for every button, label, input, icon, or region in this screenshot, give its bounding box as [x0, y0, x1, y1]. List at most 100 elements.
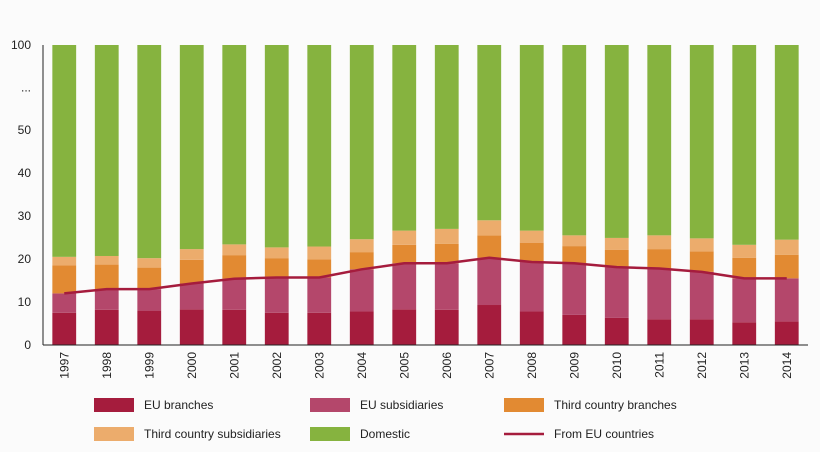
- bar-third-country-subsidiaries-1998: [94, 255, 119, 265]
- bar-domestic-2001: [222, 45, 247, 245]
- bar-eu-subsidiaries-2013: [732, 278, 757, 323]
- legend-swatch-third-country-branches: [504, 398, 544, 412]
- y-tick-label: 10: [18, 295, 32, 309]
- bar-domestic-2005: [392, 45, 417, 231]
- bar-domestic-2002: [264, 45, 289, 248]
- bar-eu-subsidiaries-2000: [179, 283, 204, 310]
- bar-eu-subsidiaries-2010: [604, 267, 629, 318]
- legend: EU branches EU subsidiaries Third country …: [94, 398, 677, 441]
- bar-eu-branches-2012: [689, 319, 714, 345]
- bar-eu-subsidiaries-2007: [477, 257, 502, 306]
- bar-third-country-subsidiaries-2007: [477, 220, 502, 236]
- bar-third-country-subsidiaries-1997: [52, 256, 77, 266]
- bar-domestic-2008: [519, 45, 544, 231]
- bar-eu-branches-1999: [137, 310, 162, 345]
- bar-eu-branches-2008: [519, 311, 544, 345]
- legend-swatch-third-country-subsidiaries: [94, 427, 134, 441]
- bar-third-country-branches-2010: [604, 249, 629, 268]
- x-tick-label: 2007: [482, 352, 496, 379]
- bar-third-country-subsidiaries-1999: [137, 258, 162, 268]
- bar-third-country-subsidiaries-2014: [774, 239, 799, 255]
- x-tick-label: 2009: [567, 352, 581, 379]
- bar-third-country-subsidiaries-2010: [604, 237, 629, 250]
- bar-domestic-2011: [647, 45, 672, 236]
- bar-third-country-branches-2009: [562, 246, 587, 264]
- x-tick-label: 1998: [100, 352, 114, 379]
- x-tick-label: 1999: [142, 352, 156, 379]
- bar-third-country-branches-2004: [349, 252, 374, 270]
- bar-domestic-2004: [349, 45, 374, 240]
- y-tick-label: 30: [18, 209, 32, 223]
- bar-eu-branches-2002: [264, 312, 289, 345]
- bar-eu-subsidiaries-2012: [689, 271, 714, 320]
- bar-domestic-2006: [434, 45, 459, 229]
- bar-third-country-subsidiaries-2013: [732, 244, 757, 258]
- bar-third-country-subsidiaries-2000: [179, 249, 204, 260]
- bar-eu-branches-2004: [349, 311, 374, 345]
- bar-domestic-1999: [137, 45, 162, 259]
- bar-eu-branches-2010: [604, 317, 629, 345]
- bar-eu-branches-2003: [307, 312, 332, 345]
- bar-domestic-2007: [477, 45, 502, 221]
- bar-third-country-branches-2012: [689, 251, 714, 272]
- bar-third-country-branches-2013: [732, 257, 757, 279]
- x-tick-label: 2014: [780, 352, 794, 379]
- bar-eu-subsidiaries-2002: [264, 277, 289, 313]
- bar-eu-subsidiaries-2001: [222, 278, 247, 310]
- bar-third-country-branches-2014: [774, 254, 799, 279]
- y-tick-label: 20: [18, 252, 32, 266]
- bar-eu-subsidiaries-2008: [519, 262, 544, 312]
- bar-eu-subsidiaries-1999: [137, 289, 162, 311]
- bar-eu-subsidiaries-2004: [349, 269, 374, 312]
- x-tick-label: 2001: [227, 352, 241, 379]
- bar-eu-branches-2007: [477, 305, 502, 345]
- y-tick-label: 0: [24, 338, 31, 352]
- legend-label-eu-branches: EU branches: [144, 398, 213, 412]
- bar-eu-subsidiaries-2014: [774, 278, 799, 322]
- x-tick-label: 2012: [695, 352, 709, 379]
- bar-eu-branches-1997: [52, 312, 77, 345]
- bar-domestic-2003: [307, 45, 332, 247]
- bar-third-country-subsidiaries-2011: [647, 235, 672, 250]
- x-tick-label: 2011: [652, 352, 666, 378]
- bar-third-country-branches-1997: [52, 265, 77, 294]
- bar-eu-subsidiaries-2005: [392, 263, 417, 310]
- bar-third-country-branches-1999: [137, 267, 162, 290]
- bar-eu-branches-2006: [434, 309, 459, 345]
- bar-third-country-subsidiaries-2008: [519, 230, 544, 243]
- x-tick-label: 2004: [355, 352, 369, 379]
- bar-eu-branches-2011: [647, 319, 672, 345]
- x-tick-label: 2000: [185, 352, 199, 379]
- bar-eu-subsidiaries-2003: [307, 277, 332, 313]
- bar-third-country-subsidiaries-2012: [689, 238, 714, 252]
- bar-domestic-2009: [562, 45, 587, 236]
- bar-third-country-branches-2008: [519, 242, 544, 263]
- line-from-eu-countries: [64, 256, 787, 295]
- bar-third-country-branches-2001: [222, 255, 247, 279]
- bar-domestic-2014: [774, 45, 799, 240]
- bar-third-country-subsidiaries-2006: [434, 228, 459, 244]
- y-tick-label: 100: [11, 38, 31, 52]
- legend-label-third-country-branches: Third country branches: [554, 398, 677, 412]
- bar-third-country-subsidiaries-2005: [392, 230, 417, 245]
- bar-eu-subsidiaries-1997: [52, 293, 77, 313]
- bar-third-country-subsidiaries-2003: [307, 246, 332, 260]
- legend-label-third-country-subsidiaries: Third country subsidiaries: [144, 427, 281, 441]
- bar-domestic-2000: [179, 45, 204, 250]
- legend-swatch-domestic: [310, 427, 350, 441]
- bar-eu-subsidiaries-2009: [562, 263, 587, 315]
- bar-domestic-1998: [94, 45, 119, 256]
- legend-label-domestic: Domestic: [360, 427, 410, 441]
- plot-area: 0 10 20 30 40 50... 100 1997 1998 1999 2000 2001 200…: [11, 38, 808, 379]
- bar-third-country-branches-2007: [477, 235, 502, 258]
- bar-third-country-subsidiaries-2004: [349, 239, 374, 253]
- x-tick-label: 2010: [610, 352, 624, 379]
- bar-third-country-subsidiaries-2001: [222, 244, 247, 256]
- x-tick-label: 2005: [397, 352, 411, 379]
- bar-eu-branches-1998: [94, 309, 119, 345]
- bar-domestic-1997: [52, 45, 77, 257]
- legend-swatch-eu-branches: [94, 398, 134, 412]
- bar-third-country-subsidiaries-2002: [264, 247, 289, 259]
